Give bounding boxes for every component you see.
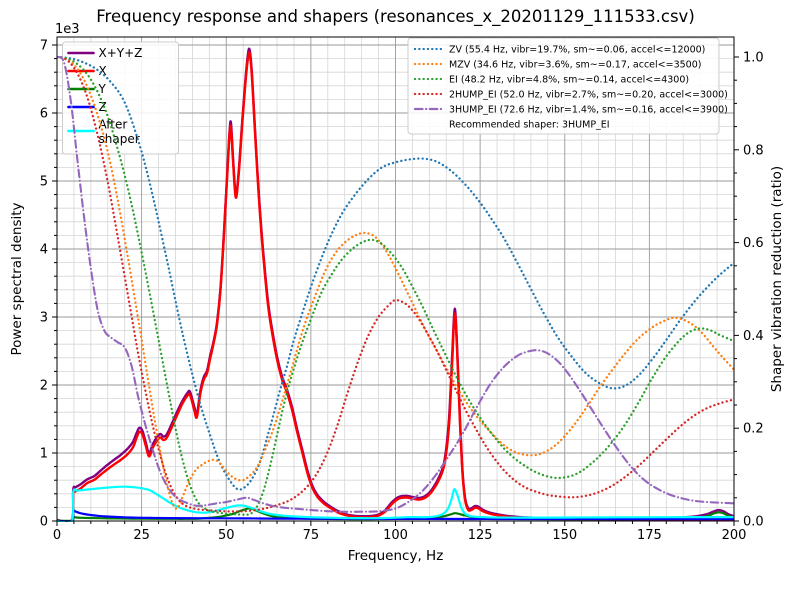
y-right-tick-label: 0.2	[743, 422, 764, 437]
legend-psd-label: Z	[99, 100, 107, 114]
left-y-axis-label: Power spectral density	[9, 202, 25, 356]
x-tick-label: 25	[133, 528, 150, 543]
y-left-tick-label: 1	[40, 447, 48, 462]
x-tick-label: 50	[218, 528, 235, 543]
legend-shaper-label: 3HUMP_EI (72.6 Hz, vibr=1.4%, sm~=0.16, …	[449, 105, 728, 116]
right-y-axis-label: Shaper vibration reduction (ratio)	[769, 165, 785, 393]
legend-psd-label: shaper	[99, 132, 140, 146]
x-tick-label: 0	[53, 528, 61, 543]
axes: 0 25 50 75 100 125 150 175 200 0 1 2 3 4 5 6 7 0.0 0.2 0.4 0…	[40, 36, 764, 544]
series-3hump-ei-curve	[57, 55, 734, 513]
tick-labels: 0 25 50 75 100 125 150 175 200 0 1 2 3 4 5 6 7 0.0 0.2 0.4 0…	[40, 39, 764, 544]
y-left-tick-label: 3	[40, 311, 48, 326]
legend-shapers: ZV (55.4 Hz, vibr=19.7%, sm~=0.06, accel…	[407, 37, 728, 135]
tick-marks	[52, 44, 739, 526]
x-tick-label: 200	[722, 528, 747, 543]
series-2hump-ei-curve	[57, 55, 734, 513]
x-tick-label: 100	[383, 528, 408, 543]
series-x-curve	[57, 51, 734, 522]
y-right-tick-label: 0.4	[743, 329, 764, 344]
x-tick-label: 125	[468, 528, 493, 543]
series-z-curve	[57, 509, 734, 522]
y-right-tick-label: 0.8	[743, 143, 764, 158]
legend-shapers-box	[407, 37, 720, 135]
y-left-tick-label: 5	[40, 175, 48, 190]
x-axis-label: Frequency, Hz	[347, 548, 444, 564]
y-right-tick-label: 0.0	[743, 515, 764, 530]
psd-curves	[57, 47, 734, 522]
series-mzv-curve	[57, 55, 734, 510]
y-left-tick-label: 7	[40, 39, 48, 54]
legend-psd-label: X+Y+Z	[99, 46, 143, 60]
x-tick-label: 150	[552, 528, 577, 543]
legend-recommended-shaper: Recommended shaper: 3HUMP_EI	[449, 120, 610, 131]
y-left-tick-label: 4	[40, 243, 48, 258]
legend-psd-label: X	[99, 64, 107, 78]
y-left-tick-label: 0	[40, 515, 48, 530]
legend-psd-label: Y	[98, 82, 107, 96]
legend-psd-label: After	[99, 118, 128, 132]
series-after-shaper-curve	[57, 485, 734, 522]
legend-shaper-label: MZV (34.6 Hz, vibr=3.6%, sm~=0.17, accel…	[449, 60, 701, 71]
y-right-tick-label: 1.0	[743, 51, 764, 66]
y-right-tick-label: 0.6	[743, 236, 764, 251]
x-tick-label: 175	[637, 528, 662, 543]
legend-shaper-label: 2HUMP_EI (52.0 Hz, vibr=2.7%, sm~=0.20, …	[449, 90, 728, 101]
shaper-curves	[57, 55, 734, 516]
series-ei-curve	[57, 55, 734, 516]
y-left-tick-label: 2	[40, 379, 48, 394]
legend-shaper-label: EI (48.2 Hz, vibr=4.8%, sm~=0.14, accel<…	[449, 75, 689, 86]
x-tick-label: 75	[303, 528, 320, 543]
y-axis-offset-text: 1e3	[55, 22, 80, 37]
chart-title: Frequency response and shapers (resonanc…	[96, 7, 695, 26]
y-left-tick-label: 6	[40, 107, 48, 122]
legend-shaper-label: ZV (55.4 Hz, vibr=19.7%, sm~=0.06, accel…	[449, 45, 705, 56]
